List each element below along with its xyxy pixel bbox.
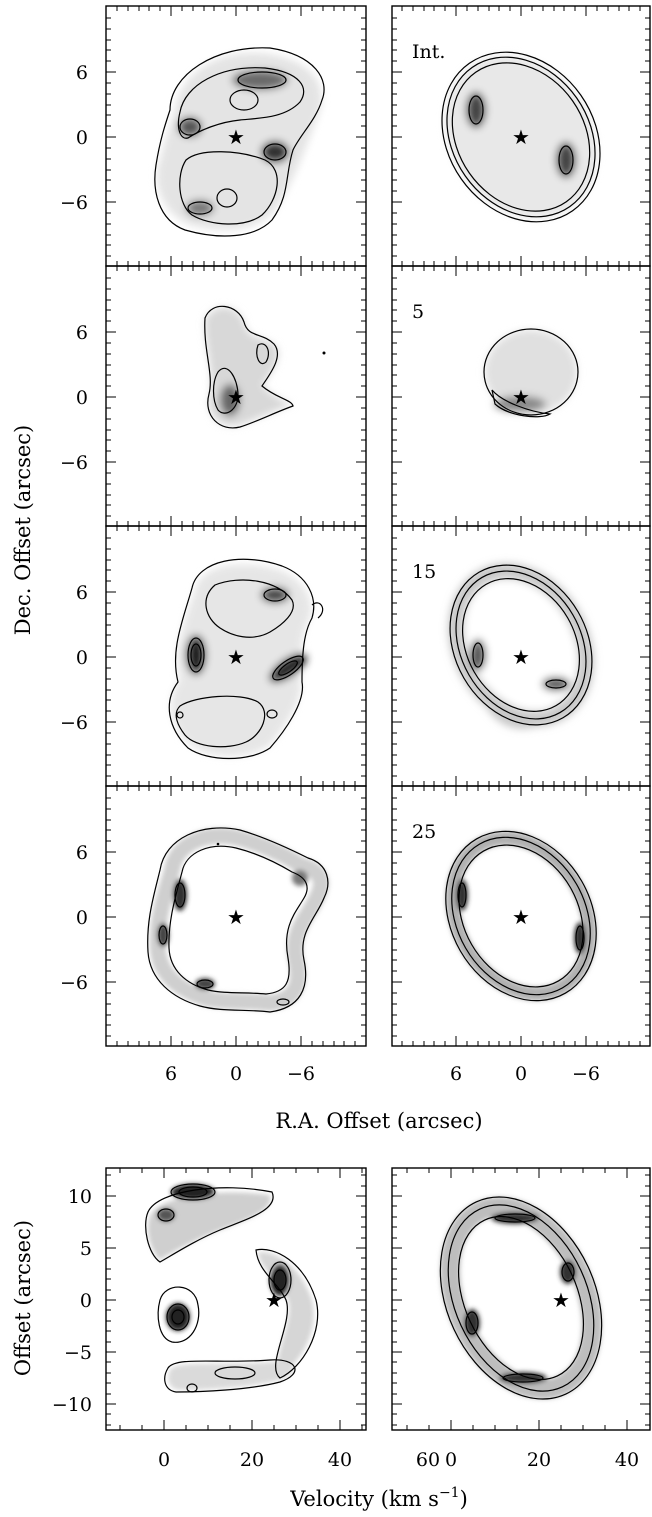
star-icon: ★ bbox=[512, 645, 530, 669]
star-icon: ★ bbox=[512, 385, 530, 409]
pv-x-tick-label: 0 bbox=[445, 1449, 457, 1471]
channel-panel-label: 15 bbox=[412, 561, 436, 583]
panel-row2-left bbox=[204, 305, 326, 429]
pv-x-tick-label: 0 bbox=[158, 1449, 170, 1471]
star-icon: ★ bbox=[512, 125, 530, 149]
y-tick-label: 6 bbox=[76, 842, 88, 864]
channel-panel-label: 25 bbox=[412, 821, 436, 843]
star-icon: ★ bbox=[227, 125, 245, 149]
x-tick-label: −6 bbox=[287, 1063, 315, 1085]
star-icon: ★ bbox=[552, 1288, 570, 1312]
pv-x-tick-label: 40 bbox=[328, 1449, 352, 1471]
star-icon: ★ bbox=[512, 905, 530, 929]
y-tick-label: 0 bbox=[76, 907, 88, 929]
y-tick-label: 0 bbox=[76, 127, 88, 149]
star-icon: ★ bbox=[227, 645, 245, 669]
pv-y-tick-label: −5 bbox=[64, 1342, 92, 1364]
pv-offset-axis-title: Offset (arcsec) bbox=[11, 1220, 35, 1376]
x-tick-label: 0 bbox=[515, 1063, 527, 1085]
dec-offset-axis-title: Dec. Offset (arcsec) bbox=[11, 425, 35, 636]
velocity-axis-title-main: Velocity (km s bbox=[289, 1487, 439, 1511]
panel-frames: ★60−6★Int.★60−6★5★60−6★15★60−66 0 −6★256 0−… bbox=[52, 5, 651, 1471]
pv-y-tick-label: 10 bbox=[68, 1186, 92, 1208]
y-tick-label: 0 bbox=[76, 647, 88, 669]
panel-row4-left bbox=[147, 827, 329, 1013]
ra-offset-axis-title: R.A. Offset (arcsec) bbox=[275, 1109, 482, 1133]
pv-x-tick-label: 20 bbox=[527, 1449, 551, 1471]
pv-x-tick-label: 20 bbox=[240, 1449, 264, 1471]
velocity-axis-title-sup: −1 bbox=[439, 1485, 460, 1501]
pv-y-tick-label: 0 bbox=[80, 1290, 92, 1312]
pv-y-tick-label: 5 bbox=[80, 1238, 92, 1260]
y-tick-label: −6 bbox=[60, 452, 88, 474]
y-tick-label: −6 bbox=[60, 192, 88, 214]
panel-row3-left bbox=[168, 558, 324, 760]
x-tick-label: −6 bbox=[572, 1063, 600, 1085]
velocity-axis-title-close: ) bbox=[460, 1487, 468, 1511]
pv-x-tick-label: 40 bbox=[615, 1449, 639, 1471]
channel-panel-label: 5 bbox=[412, 301, 424, 323]
channel-panel-label: Int. bbox=[412, 41, 445, 63]
star-icon: ★ bbox=[265, 1288, 283, 1312]
x-tick-label: 0 bbox=[230, 1063, 242, 1085]
x-tick-label: 6 bbox=[450, 1063, 462, 1085]
panel-row1-right bbox=[441, 51, 601, 223]
pv-x-tick-label: 60 bbox=[416, 1449, 440, 1471]
y-tick-label: −6 bbox=[60, 972, 88, 994]
pv-panel-right bbox=[439, 1196, 603, 1400]
star-icon: ★ bbox=[227, 385, 245, 409]
y-tick-label: 0 bbox=[76, 387, 88, 409]
panel-row3-right bbox=[448, 563, 594, 729]
y-tick-label: 6 bbox=[76, 582, 88, 604]
panel-row1-left bbox=[154, 47, 325, 237]
panel-row4-right bbox=[445, 830, 597, 1002]
pv-panel-frame bbox=[391, 1167, 651, 1431]
panel-row2-right bbox=[483, 328, 579, 418]
pv-y-tick-label: −10 bbox=[52, 1394, 92, 1416]
x-tick-label: 6 bbox=[165, 1063, 177, 1085]
y-tick-label: −6 bbox=[60, 712, 88, 734]
pv-panel-frame bbox=[105, 1167, 367, 1431]
pv-panel-left bbox=[145, 1183, 319, 1393]
y-tick-label: 6 bbox=[76, 322, 88, 344]
velocity-axis-title: Velocity (km s−1) bbox=[289, 1485, 468, 1511]
star-icon: ★ bbox=[227, 905, 245, 929]
y-tick-label: 6 bbox=[76, 62, 88, 84]
